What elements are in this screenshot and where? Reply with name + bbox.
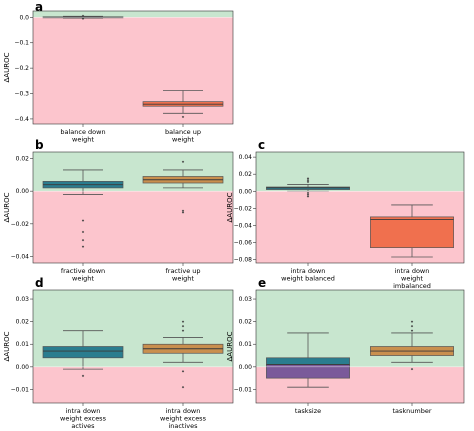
panel-c-outlier	[306, 195, 310, 198]
panel-d-category-label: intra down	[166, 407, 201, 415]
panel-e-ytick-label: 0.03	[239, 296, 253, 303]
panel-d-category-label: inactives	[168, 422, 198, 430]
panel-d-outlier	[181, 385, 185, 389]
panel-d-outlier	[181, 329, 185, 332]
panel-b-ytick-label: −0.04	[11, 253, 30, 260]
panel-c-outlier	[306, 177, 310, 180]
panel-b-outlier	[181, 160, 185, 163]
panel-c-box-1	[370, 216, 454, 248]
panel-a-category-label: balance up	[165, 128, 201, 136]
panel-a-positive-region	[33, 11, 233, 18]
panel-b-outlier	[181, 211, 185, 214]
panel-b-category-label: fractive up	[165, 267, 200, 275]
panel-a-category-label: weight	[72, 136, 94, 144]
panel-d-outlier	[181, 324, 185, 328]
panel-c-outlier	[306, 191, 310, 195]
panel-e-box-upper	[266, 357, 350, 365]
panel-d-outlier	[81, 374, 85, 378]
panel-e-ytick-label: 0.00	[239, 364, 253, 371]
panel-c-outlier	[306, 193, 310, 196]
panel-e-category-label: tasknumber	[392, 407, 431, 415]
panel-a-ytick-label: −0.2	[14, 65, 29, 72]
panel-c-positive-region	[256, 152, 464, 192]
panel-b-ylabel: ΔAUROC	[3, 192, 11, 222]
panel-c-ytick-label: −0.06	[234, 240, 253, 247]
panel-c-category-label: weight	[401, 275, 423, 283]
panel-c-ylabel: ΔAUROC	[226, 192, 234, 222]
panel-d-category-label: actives	[71, 422, 95, 430]
panel-a-negative-region	[33, 17, 233, 125]
panel-d-ytick-label: 0.00	[16, 364, 30, 371]
panel-d-ytick-label: −0.01	[11, 386, 30, 393]
panel-c-category-label: imbalanced	[393, 282, 431, 290]
panel-b-ytick-label: −0.02	[11, 221, 30, 228]
panel-d-ytick-label: 0.01	[16, 341, 30, 348]
panel-c-category-label: intra down	[395, 267, 430, 275]
panel-d-letter: d	[35, 276, 44, 290]
panel-d-category-label: weight excess	[60, 415, 107, 423]
panel-c-letter: c	[258, 138, 265, 152]
panel-e-ytick-label: −0.01	[234, 386, 253, 393]
panel-a-ytick-label: −0.4	[14, 116, 29, 123]
panel-a-ylabel: ΔAUROC	[3, 52, 11, 82]
panel-a-frame	[32, 10, 234, 125]
panel-d-ytick-label: 0.03	[16, 296, 30, 303]
panel-d-negative-region	[33, 366, 233, 403]
panel-b-outlier	[81, 245, 85, 248]
panel-e-letter: e	[258, 276, 266, 290]
panel-e-frame	[255, 289, 465, 404]
panel-b-ytick-label: 0.00	[16, 188, 30, 195]
panel-b-negative-region	[33, 191, 233, 263]
panel-b-category-label: fractive down	[61, 267, 105, 275]
panel-c-ytick-label: −0.08	[234, 257, 253, 264]
panel-b-letter: b	[35, 138, 44, 152]
panel-c-ytick-label: −0.04	[234, 222, 253, 229]
panel-e-category-label: tasksize	[295, 407, 321, 415]
panel-d-ylabel: ΔAUROC	[3, 331, 11, 361]
panel-c-category-label: weight balanced	[281, 275, 335, 283]
panel-e-ytick-label: 0.02	[239, 319, 253, 326]
panel-b-outlier	[81, 230, 85, 234]
panel-a-category-label: balance down	[60, 128, 105, 136]
panel-c-ytick-label: 0.00	[239, 188, 253, 195]
panel-e-outlier	[410, 320, 414, 323]
panel-b-category-label: weight	[72, 275, 94, 283]
panel-d-category-label: weight excess	[160, 415, 207, 423]
panel-b-frame	[32, 151, 234, 264]
panel-e-outlier	[410, 329, 414, 332]
panel-d-ytick-label: 0.02	[16, 319, 30, 326]
panel-d-frame	[32, 289, 234, 404]
panel-a-outlier	[181, 115, 185, 119]
panel-d-outlier	[181, 320, 185, 323]
panel-a-ytick-label: −0.1	[14, 40, 29, 47]
panel-d-box-0	[42, 346, 124, 359]
panel-b-outlier	[81, 238, 85, 242]
panel-a-category-label: weight	[172, 136, 194, 144]
panel-e-ytick-label: 0.01	[239, 341, 253, 348]
panel-c-ytick-label: 0.04	[239, 154, 253, 161]
panel-c-outlier	[306, 180, 310, 184]
panel-a-ytick-label: 0.0	[19, 14, 29, 21]
panel-a-outlier	[81, 17, 85, 20]
panel-e-ylabel: ΔAUROC	[226, 331, 234, 361]
panel-c-ytick-label: −0.02	[234, 205, 253, 212]
panel-b-outlier	[81, 219, 85, 222]
panel-c-ytick-label: 0.02	[239, 171, 253, 178]
panel-a-letter: a	[35, 0, 43, 14]
panel-a-ytick-label: −0.3	[14, 91, 29, 98]
panel-e-outlier	[410, 367, 414, 371]
panel-c-frame	[255, 151, 465, 264]
panel-b-category-label: weight	[172, 275, 194, 283]
panel-e-outlier	[410, 324, 414, 328]
panel-d-outlier	[181, 370, 185, 373]
panel-e-box-lower	[266, 364, 350, 379]
panel-c-outlier	[306, 178, 310, 182]
panel-c-category-label: intra down	[291, 267, 326, 275]
panel-b-outlier	[181, 209, 185, 212]
panel-d-category-label: intra down	[66, 407, 101, 415]
panel-b-ytick-label: 0.02	[16, 156, 30, 163]
panel-a-outlier	[81, 14, 85, 18]
